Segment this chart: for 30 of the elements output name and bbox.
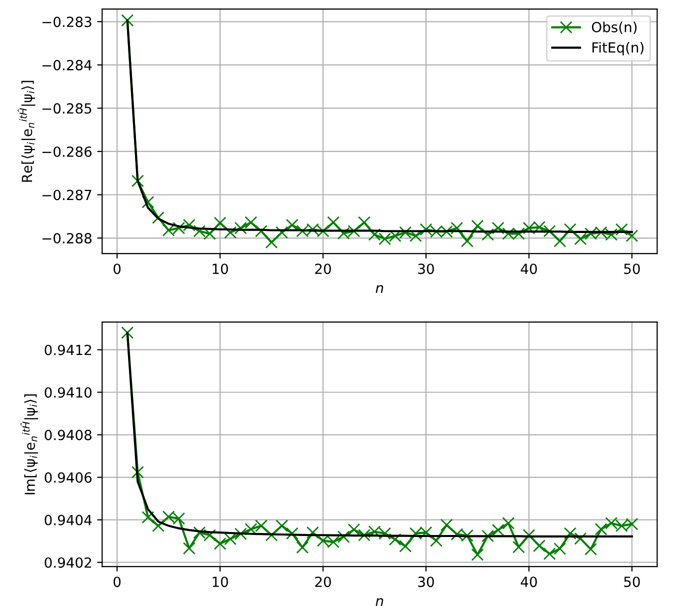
- x-tick-label: 0: [114, 264, 121, 274]
- y-tick-label: 0.9408: [44, 430, 92, 440]
- x-tick-label: 30: [418, 576, 434, 588]
- x-tick-label: 10: [212, 264, 228, 274]
- y-axis-title: Re[⟨ψ$_{i}$|e$_{n}$$^{itĤ}$|ψ$_{i}$⟩]: [18, 80, 36, 182]
- y-tick-label: −0.283: [42, 16, 92, 28]
- x-tick-label: 50: [624, 264, 640, 274]
- y-tick-label: −0.284: [42, 60, 92, 70]
- x-tick-label: 20: [315, 264, 331, 274]
- x-tick-label: 40: [520, 264, 537, 274]
- x-axis-title: n: [376, 598, 384, 606]
- y-tick-label: 0.9410: [44, 387, 92, 398]
- y-tick-label: −0.288: [42, 233, 92, 244]
- y-tick-label: −0.286: [42, 146, 92, 157]
- x-tick-label: 0: [114, 576, 121, 588]
- y-tick-label: 0.9412: [44, 344, 92, 356]
- y-tick-label: 0.9402: [44, 557, 92, 568]
- x-axis-title: n: [376, 285, 384, 293]
- y-tick-label: −0.287: [42, 190, 92, 200]
- y-axis-title: Im[⟨ψ$_{i}$|e$_{n}$$^{itĤ}$|ψ$_{i}$⟩]: [20, 394, 38, 494]
- y-tick-label: −0.285: [42, 103, 92, 114]
- x-tick-label: 20: [315, 576, 331, 588]
- legend-label: FitEq(n): [592, 42, 644, 56]
- x-tick-label: 40: [520, 576, 537, 588]
- x-tick-label: 10: [212, 576, 228, 588]
- y-tick-label: 0.9404: [44, 514, 92, 526]
- x-tick-label: 30: [418, 264, 434, 274]
- x-tick-label: 50: [624, 576, 640, 588]
- legend-label: Obs(n): [592, 22, 637, 34]
- y-tick-label: 0.9406: [44, 472, 92, 483]
